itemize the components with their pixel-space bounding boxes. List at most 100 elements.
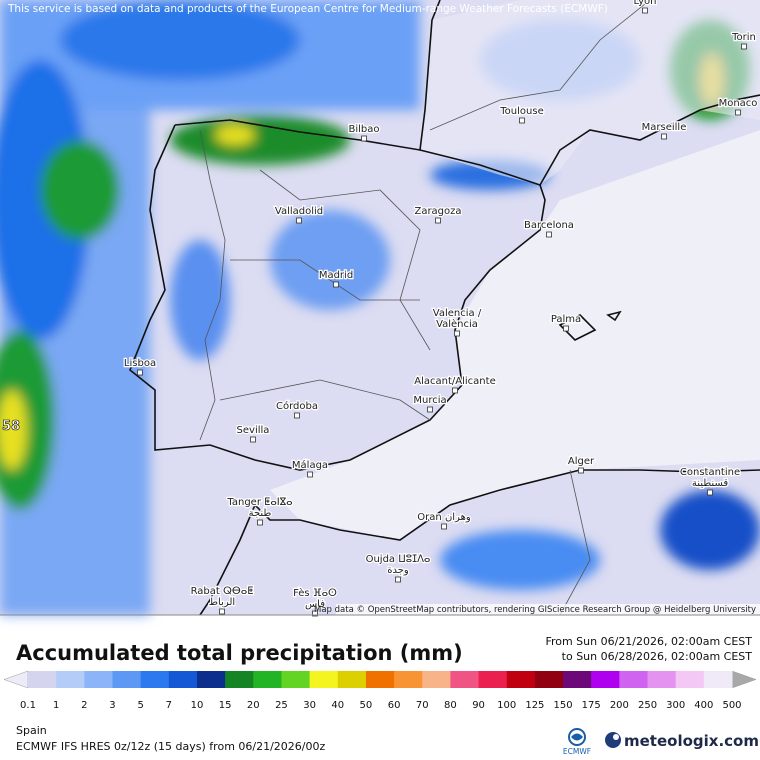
ecmwf-logo: ECMWF <box>563 728 591 756</box>
city-label: Lisboa <box>124 358 156 369</box>
colorbar-tick-label: 80 <box>444 700 457 711</box>
city-label: Córdoba <box>276 400 318 412</box>
brand[interactable]: meteologix.com <box>624 732 759 750</box>
city-label: Bilbao <box>348 124 379 135</box>
city-marker <box>642 7 648 14</box>
colorbar-segment <box>84 671 113 688</box>
city-label: Murcia <box>413 395 446 406</box>
city-marker <box>741 43 747 50</box>
city-marker <box>219 608 225 615</box>
coastline <box>129 0 760 616</box>
colorbar-segment <box>591 671 620 688</box>
region: Spain <box>16 724 47 737</box>
city-marker <box>250 436 256 443</box>
colorbar-tick-label: 5 <box>137 700 143 711</box>
ecmwf-text: ECMWF <box>563 747 591 756</box>
city-marker <box>735 109 741 116</box>
colorbar-segment <box>281 671 311 688</box>
city-label: الرباط <box>209 597 235 608</box>
city-labels: Lyon Torin Monaco Toulouse Marseille Bilbao Va… <box>123 0 759 617</box>
colorbar: 0.1 1 2 3 5 7 10 15 20 25 30 40 50 60 70 80 90 100 125 150 1… <box>3 670 757 711</box>
city-label: Madrid <box>319 270 353 281</box>
city-label: Toulouse <box>499 106 543 117</box>
city-label: Valencia / <box>433 308 482 319</box>
colorbar-tick-label: 70 <box>416 700 429 711</box>
colorbar-segment <box>478 671 508 688</box>
city-label: Málaga <box>292 459 328 471</box>
colorbar-tick-label: 1 <box>53 700 59 711</box>
city-marker <box>296 217 302 224</box>
colorbar-tick-label: 90 <box>472 700 485 711</box>
colorbar-tick-label: 25 <box>275 700 288 711</box>
colorbar-tick-label: 50 <box>360 700 373 711</box>
colorbar-tick-label: 0.1 <box>20 700 36 711</box>
city-marker <box>519 117 525 124</box>
colorbar-tick-label: 175 <box>582 700 601 711</box>
city-marker <box>333 281 339 288</box>
city-label: Palma <box>551 314 581 325</box>
colorbar-segment <box>112 671 142 688</box>
colorbar-tick-label: 125 <box>525 700 544 711</box>
colorbar-segment <box>309 671 339 688</box>
valid-to: to Sun 06/28/2026, 02:00am CEST <box>562 650 753 663</box>
colorbar-over <box>731 670 757 689</box>
colorbar-tick-label: 15 <box>219 700 232 711</box>
colorbar-segment <box>28 671 57 688</box>
colorbar-segment <box>675 671 705 688</box>
city-label: Constantine <box>680 467 740 478</box>
city-label: Alacant/Alicante <box>414 376 495 387</box>
city-marker <box>441 523 447 530</box>
city-marker <box>546 231 552 238</box>
colorbar-segment <box>619 671 649 688</box>
colorbar-segment <box>394 671 423 688</box>
city-marker <box>578 467 584 474</box>
model-info: ECMWF IFS HRES 0z/12z (15 days) from 06/… <box>16 740 326 753</box>
colorbar-segment <box>450 671 480 688</box>
brand-logo: meteologix.com <box>605 732 759 750</box>
city-marker <box>294 412 300 419</box>
colorbar-tick-label: 250 <box>638 700 657 711</box>
colorbar-tick-label: 150 <box>553 700 572 711</box>
colorbar-segment <box>56 671 85 688</box>
colorbar-segment <box>168 671 198 688</box>
colorbar-segment <box>534 671 564 688</box>
colorbar-tick-label: 60 <box>388 700 401 711</box>
city-marker <box>312 610 318 617</box>
colorbar-tick-label: 300 <box>666 700 685 711</box>
colorbar-tick-label: 200 <box>610 700 629 711</box>
colorbar-tick-label: 40 <box>331 700 344 711</box>
city-label: وجدة <box>387 565 409 576</box>
city-marker <box>563 325 569 332</box>
city-label: Valladolid <box>275 206 323 217</box>
colorbar-segment <box>506 671 536 688</box>
city-marker <box>661 133 667 140</box>
city-label: Rabat ⵕⴱⴰⵟ <box>191 586 254 597</box>
city-label: طنجة <box>249 508 272 519</box>
city-marker <box>435 217 441 224</box>
colorbar-segment <box>563 671 592 688</box>
colorbar-segment <box>225 671 254 688</box>
colorbar-tick-label: 3 <box>109 700 115 711</box>
city-label: Tanger ⵟⴰⵏⴵⴰ <box>226 497 292 508</box>
colorbar-segment <box>422 671 451 688</box>
map-attribution: Map data © OpenStreetMap contributors, r… <box>314 605 756 615</box>
colorbar-tick-label: 500 <box>722 700 741 711</box>
colorbar-tick-label: 2 <box>81 700 87 711</box>
colorbar-segment <box>140 671 170 688</box>
map <box>0 0 760 616</box>
colorbar-tick-label: 7 <box>166 700 172 711</box>
legend-title: Accumulated total precipitation (mm) <box>16 641 463 665</box>
colorbar-segment <box>647 671 677 688</box>
city-marker <box>361 135 367 142</box>
city-label: Torin <box>731 32 756 43</box>
city-label: Lyon <box>633 0 656 7</box>
edge-value: 58 <box>2 419 20 434</box>
city-label: Marseille <box>642 122 687 133</box>
city-label: Alger <box>568 456 595 467</box>
colorbar-segment <box>703 671 733 688</box>
city-label: قسنطينة <box>692 478 729 489</box>
city-marker <box>454 330 460 337</box>
data-notice: This service is based on data and produc… <box>7 3 608 15</box>
